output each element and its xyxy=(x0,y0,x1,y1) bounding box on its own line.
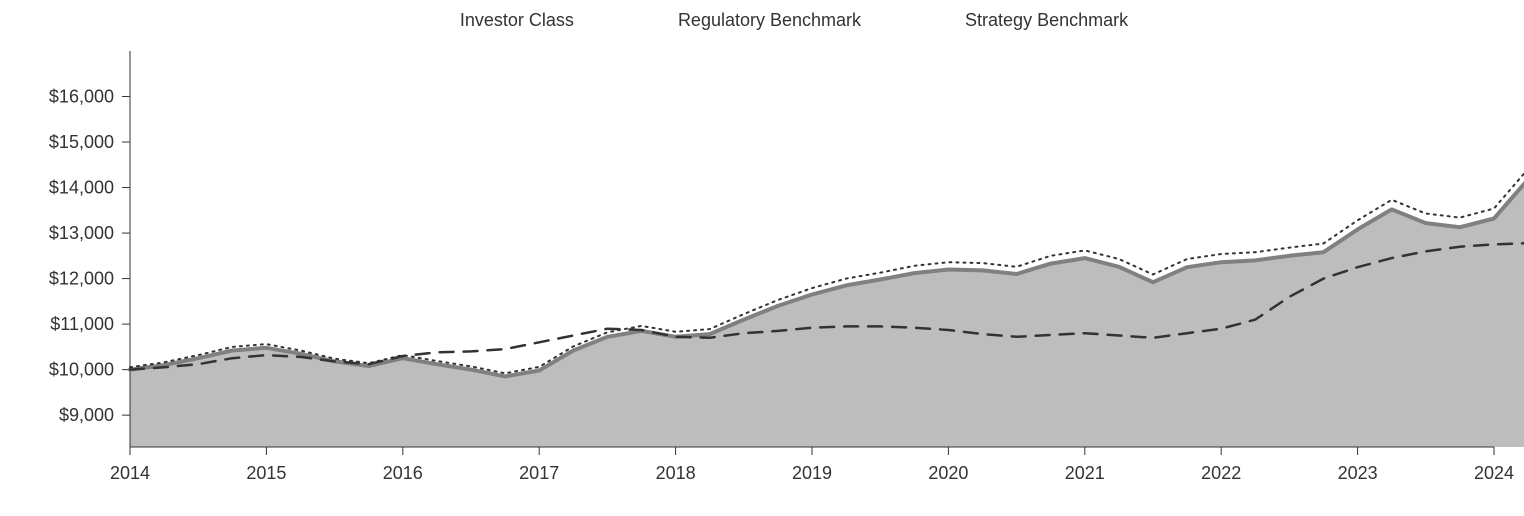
y-tick-label: $14,000 xyxy=(49,178,114,198)
legend-item-investor: Investor Class xyxy=(396,10,574,31)
x-tick-label: 2017 xyxy=(519,463,559,483)
legend-label-regulatory: Regulatory Benchmark xyxy=(678,10,861,31)
y-tick-label: $16,000 xyxy=(49,87,114,107)
x-tick-label: 2021 xyxy=(1065,463,1105,483)
y-tick-label: $10,000 xyxy=(49,360,114,380)
x-tick-label: 2020 xyxy=(928,463,968,483)
y-tick-label: $15,000 xyxy=(49,132,114,152)
legend-item-strategy: Strategy Benchmark xyxy=(901,10,1128,31)
chart-svg: $9,000 $10,000 $11,000 $12,000 $13,000 $14,00… xyxy=(0,31,1524,507)
x-tick-label: 2019 xyxy=(792,463,832,483)
legend-item-regulatory: Regulatory Benchmark xyxy=(614,10,861,31)
y-tick-label: $12,000 xyxy=(49,269,114,289)
x-tick-label: 2018 xyxy=(656,463,696,483)
x-tick-label: 2022 xyxy=(1201,463,1241,483)
x-tick-label: 2023 xyxy=(1338,463,1378,483)
area-investor xyxy=(130,77,1524,447)
y-tick-label: $13,000 xyxy=(49,223,114,243)
x-tick-label: 2016 xyxy=(383,463,423,483)
x-tick-label: 2015 xyxy=(246,463,286,483)
y-tick-label: $9,000 xyxy=(59,405,114,425)
x-tick-label: 2024 xyxy=(1474,463,1514,483)
legend-label-investor: Investor Class xyxy=(460,10,574,31)
chart-legend: Investor Class Regulatory Benchmark Stra… xyxy=(0,0,1524,31)
x-tick-label: 2014 xyxy=(110,463,150,483)
growth-chart: Investor Class Regulatory Benchmark Stra… xyxy=(0,0,1524,516)
legend-label-strategy: Strategy Benchmark xyxy=(965,10,1128,31)
y-tick-label: $11,000 xyxy=(50,314,114,334)
